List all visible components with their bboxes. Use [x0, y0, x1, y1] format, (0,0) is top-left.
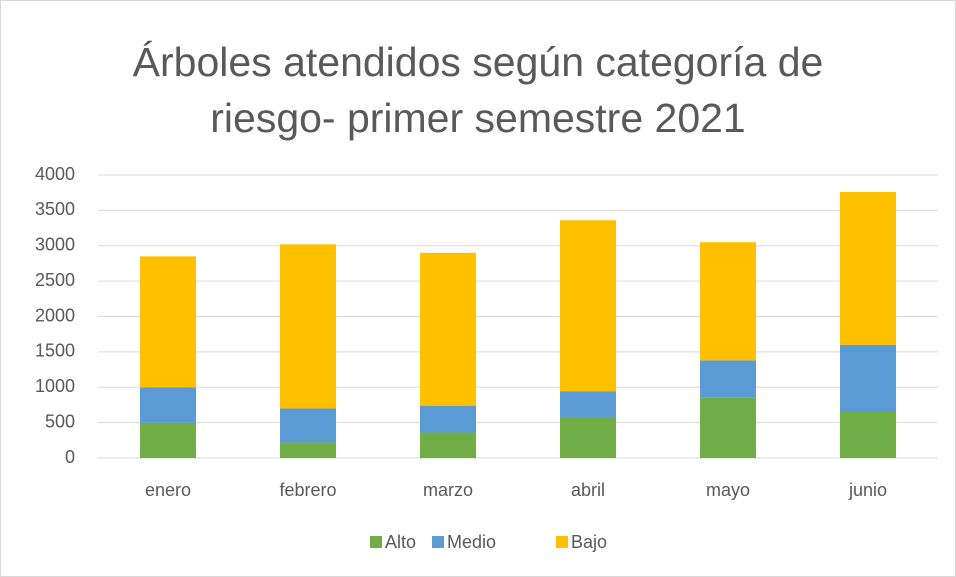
- legend-swatch: [370, 536, 382, 548]
- chart-title: Árboles atendidos según categoría de rie…: [132, 39, 824, 141]
- y-tick-label: 3000: [35, 235, 75, 255]
- x-tick-label: junio: [848, 480, 887, 500]
- bar-segment: [420, 252, 476, 406]
- bar-segment: [840, 191, 896, 345]
- bar-segment: [280, 442, 336, 458]
- bar-segment: [140, 256, 196, 388]
- bar-segment: [140, 387, 196, 423]
- y-tick-label: 2500: [35, 270, 75, 290]
- bar-segment: [560, 391, 616, 417]
- y-tick-label: 1500: [35, 341, 75, 361]
- y-tick-label: 500: [45, 411, 75, 431]
- y-tick-label: 0: [65, 447, 75, 467]
- x-tick-label: mayo: [706, 480, 750, 500]
- x-tick-label: abril: [571, 480, 605, 500]
- legend-label: Alto: [385, 532, 416, 552]
- legend-swatch: [556, 536, 568, 548]
- bar-segment: [840, 412, 896, 458]
- bar-segment: [420, 405, 476, 433]
- y-tick-label: 4000: [35, 164, 75, 184]
- y-tick-label: 2000: [35, 305, 75, 325]
- x-tick-label: marzo: [423, 480, 473, 500]
- bar-segment: [420, 432, 476, 458]
- x-tick-label: enero: [145, 480, 191, 500]
- legend-label: Bajo: [571, 532, 607, 552]
- bar-segment: [560, 220, 616, 392]
- legend-swatch: [432, 536, 444, 548]
- x-tick-label: febrero: [279, 480, 336, 500]
- bar-segment: [140, 422, 196, 458]
- bar-segment: [700, 360, 756, 398]
- bar-segment: [700, 397, 756, 458]
- bar-segment: [280, 408, 336, 443]
- bar-segment: [560, 416, 616, 458]
- y-tick-label: 3500: [35, 199, 75, 219]
- legend-label: Medio: [447, 532, 496, 552]
- y-tick-label: 1000: [35, 376, 75, 396]
- bar-segment: [840, 344, 896, 413]
- bar-segment: [280, 244, 336, 409]
- bar-segment: [700, 242, 756, 361]
